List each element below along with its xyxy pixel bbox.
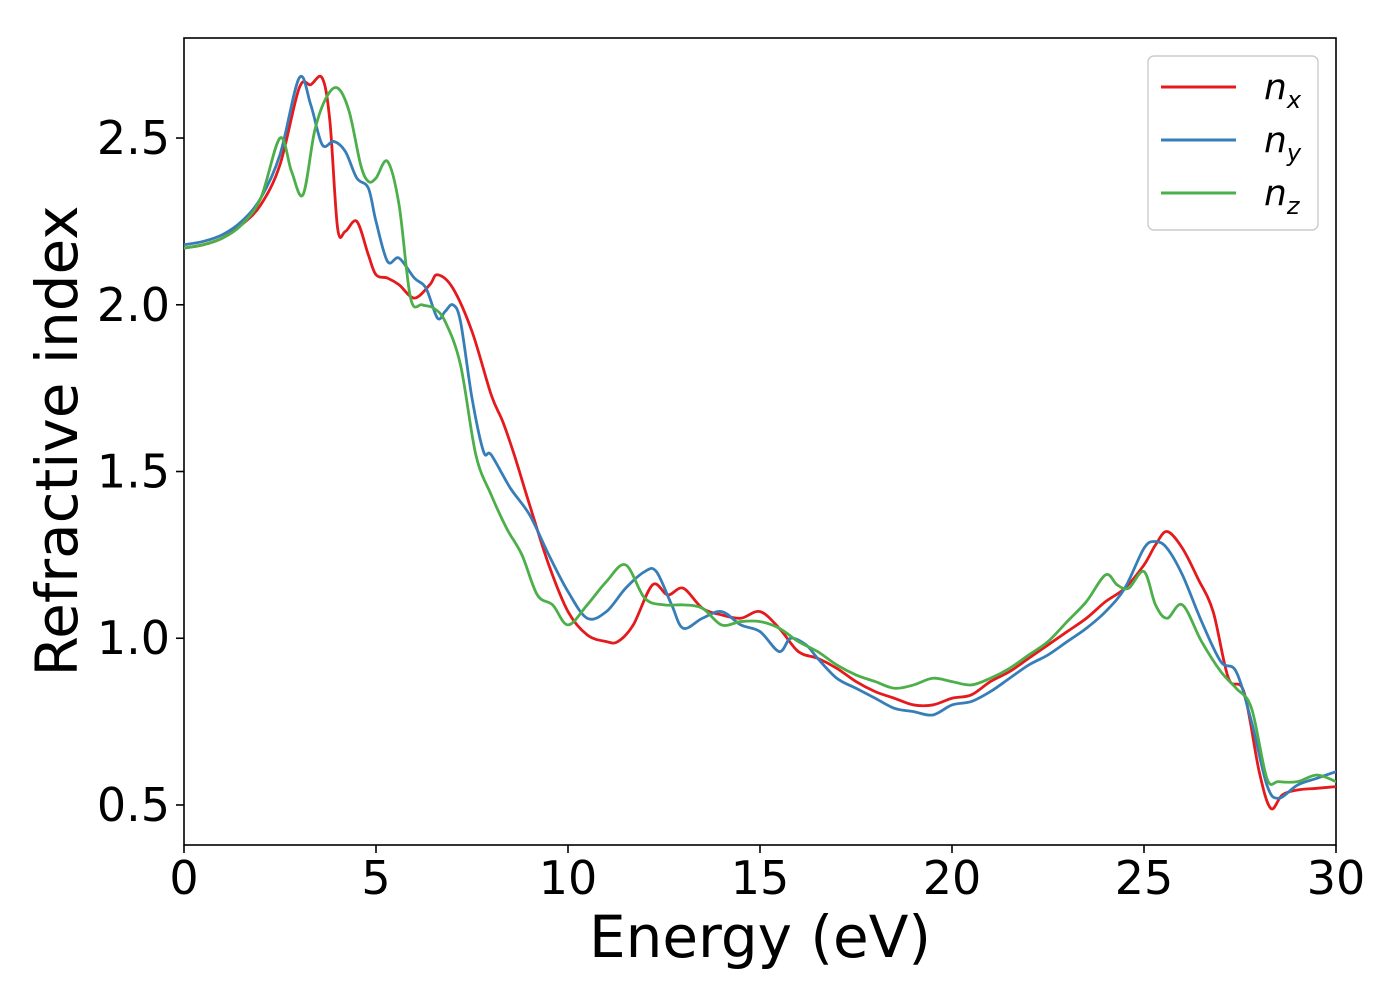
y-axis: 0.5 1.0 1.5 2.0 2.5 xyxy=(97,111,184,832)
y-axis-title: Refractive index xyxy=(23,205,91,676)
x-axis-title: Energy (eV) xyxy=(589,903,931,971)
x-axis: 0 5 10 15 20 25 30 xyxy=(169,845,1365,905)
y-tick-label: 1.0 xyxy=(97,611,170,665)
legend-label-ny: ny xyxy=(1264,120,1302,167)
series-line-nx xyxy=(184,74,1336,811)
series-layer xyxy=(184,74,1336,811)
y-tick-label: 0.5 xyxy=(97,778,170,832)
series-line-nz xyxy=(184,86,1336,786)
legend: nx ny nz xyxy=(1147,55,1319,231)
y-tick-label: 2.5 xyxy=(97,111,170,165)
plot-area xyxy=(183,37,1337,846)
x-tick-label: 5 xyxy=(361,851,390,905)
series-line-ny xyxy=(184,74,1336,800)
y-tick-label: 2.0 xyxy=(97,278,170,332)
legend-box xyxy=(1147,55,1319,231)
legend-label-nz: nz xyxy=(1264,173,1301,220)
x-tick-label: 30 xyxy=(1307,851,1366,905)
y-tick-label: 1.5 xyxy=(97,445,170,499)
x-tick-label: 20 xyxy=(923,851,982,905)
x-tick-label: 25 xyxy=(1115,851,1174,905)
x-tick-label: 0 xyxy=(169,851,198,905)
x-tick-label: 15 xyxy=(731,851,790,905)
x-tick-label: 10 xyxy=(539,851,598,905)
legend-label-nx: nx xyxy=(1264,67,1302,114)
